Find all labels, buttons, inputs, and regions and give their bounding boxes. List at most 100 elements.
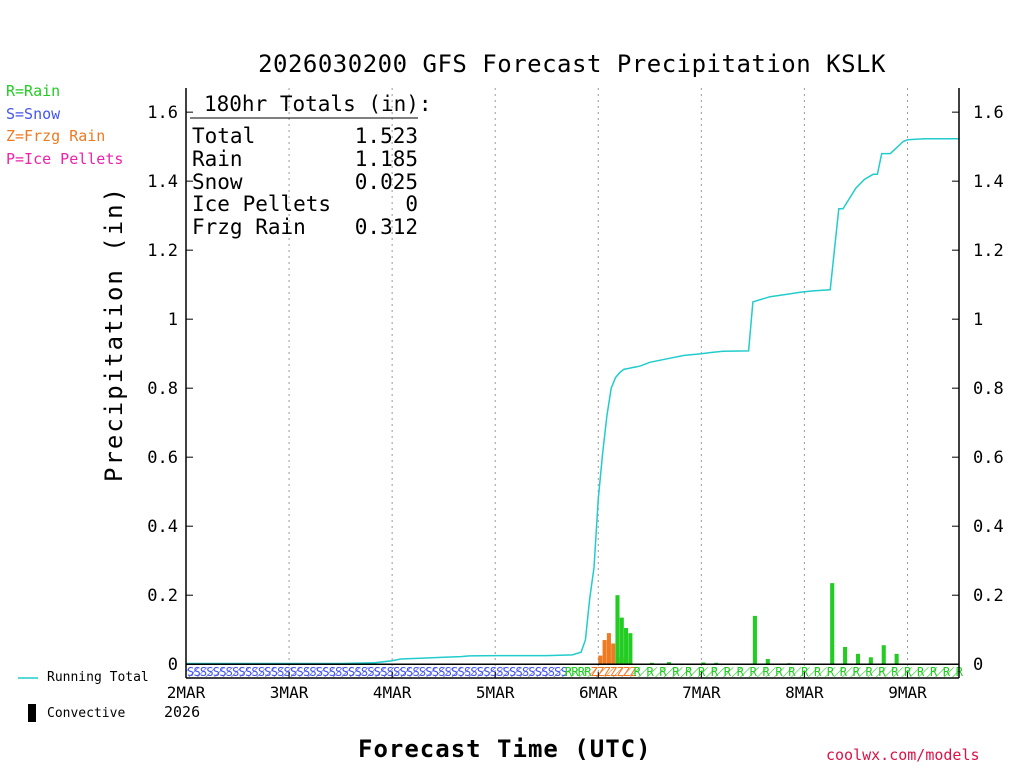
rain-bar-165 [894, 653, 899, 665]
ptype-letter-s: S [477, 665, 484, 679]
rain-bar-101 [619, 617, 624, 665]
totals-rain-value: 1.185 [354, 147, 418, 171]
legend-ice-pellets: P=Ice Pellets [6, 150, 124, 168]
totals-total-value: 1.523 [354, 124, 418, 148]
convective-legend-label: Convective [47, 706, 126, 721]
ptype-letter-s: S [438, 665, 445, 679]
ptype-letter-s: S [406, 665, 413, 679]
ptype-letter-r: R [904, 665, 912, 679]
ptype-letter-s: S [535, 665, 542, 679]
ptype-letter-z: Z [623, 665, 630, 679]
ptype-letter-r: R [698, 665, 706, 679]
rain-bar-150 [830, 583, 835, 665]
ptype-letter-r: R [814, 665, 822, 679]
ptype-letter-r: R [943, 665, 951, 679]
ptype-letter-s: S [193, 665, 200, 679]
y-tick-label-right: 0.2 [973, 586, 1004, 606]
legend-frzg-rain: Z=Frzg Rain [6, 127, 106, 145]
x-tick-label-7mar: 7MAR [682, 683, 721, 702]
rain-bar-132 [752, 615, 757, 665]
ptype-letter-s: S [309, 665, 316, 679]
ptype-letter-s: S [425, 665, 432, 679]
ptype-letter-r: R [578, 665, 586, 679]
ptype-letter-s: S [541, 665, 548, 679]
ptype-letter-s: S [393, 665, 400, 679]
ptype-letter-s: S [503, 665, 510, 679]
ptype-letter-z: Z [616, 665, 623, 679]
rain-bar-162 [881, 645, 886, 665]
frzg-rain-bar-96 [598, 655, 603, 665]
running-total-line [186, 137, 959, 665]
ptype-letter-r: R [634, 665, 642, 679]
ptype-letter-s: S [412, 665, 419, 679]
y-tick-label-right: 1.2 [973, 241, 1004, 261]
rain-bar-135 [765, 659, 770, 665]
ptype-letter-s: S [354, 665, 361, 679]
ptype-letter-s: S [554, 665, 561, 679]
ptype-letter-z: Z [591, 665, 598, 679]
ptype-letter-r: R [788, 665, 796, 679]
ptype-letter-s: S [528, 665, 535, 679]
ptype-letter-s: S [271, 665, 278, 679]
ptype-letter-s: S [335, 665, 342, 679]
ptype-letter-r: R [750, 665, 758, 679]
rain-bar-156 [855, 653, 861, 665]
ptype-letter-s: S [387, 665, 394, 679]
ptype-letter-s: S [290, 665, 297, 679]
rain-bar-102 [624, 627, 629, 665]
totals-total-label: Total [192, 124, 256, 148]
x-tick-label-3mar: 3MAR [270, 683, 309, 702]
chart-title: 2026030200 GFS Forecast Precipitation KS… [258, 50, 886, 78]
ptype-letter-s: S [245, 665, 252, 679]
ptype-letter-s: S [432, 665, 439, 679]
ptype-letter-r: R [866, 665, 874, 679]
ptype-letter-s: S [348, 665, 355, 679]
ptype-letter-s: S [361, 665, 368, 679]
y-tick-label-left: 1.6 [147, 103, 178, 123]
rain-bar-100 [615, 595, 620, 665]
x-tick-label-4mar: 4MAR [373, 683, 412, 702]
credit-link[interactable]: coolwx.com/models [826, 746, 980, 764]
frzg-rain-bar-97 [602, 640, 607, 665]
frzg-rain-bar-99 [611, 643, 616, 665]
rain-bar-120 [701, 662, 706, 665]
y-tick-label-right: 0.4 [973, 517, 1004, 537]
ptype-letter-r: R [775, 665, 783, 679]
totals-snow-label: Snow [192, 170, 243, 194]
ptype-letter-s: S [329, 665, 336, 679]
ptype-letter-s: S [509, 665, 516, 679]
frzg-rain-bar-98 [606, 633, 611, 665]
x-tick-label-8mar: 8MAR [785, 683, 824, 702]
ptype-letter-s: S [496, 665, 503, 679]
ptype-letter-r: R [840, 665, 848, 679]
rain-bar-103 [628, 633, 633, 665]
ptype-letter-r: R [571, 665, 579, 679]
ptype-letter-s: S [374, 665, 381, 679]
y-tick-label-left: 0.2 [147, 586, 178, 606]
ptype-letter-s: S [342, 665, 349, 679]
ptype-strip-r-1 [563, 667, 590, 677]
ptype-letter-s: S [470, 665, 477, 679]
x-tick-label-9mar: 9MAR [888, 683, 927, 702]
ptype-letter-s: S [322, 665, 329, 679]
ptype-strip-r-3 [632, 667, 959, 677]
y-tick-label-left: 0.8 [147, 379, 178, 399]
y-tick-label-right: 1.6 [973, 103, 1004, 123]
ptype-letter-s: S [367, 665, 374, 679]
ptype-letter-s: S [451, 665, 458, 679]
rain-bar-159 [868, 657, 873, 665]
legend-rain: R=Rain [6, 82, 61, 100]
x-axis-title: Forecast Time (UTC) [358, 735, 652, 763]
totals-ice-pellets-value: 0 [405, 192, 418, 216]
ptype-letter-r: R [917, 665, 925, 679]
ptype-letter-r: R [737, 665, 745, 679]
y-tick-label-right: 0.8 [973, 379, 1004, 399]
x-tick-label-6mar: 6MAR [579, 683, 618, 702]
ptype-letter-r: R [685, 665, 693, 679]
ptype-letter-r: R [801, 665, 809, 679]
ptype-letter-s: S [258, 665, 265, 679]
ptype-letter-s: S [548, 665, 555, 679]
ptype-letter-s: S [516, 665, 523, 679]
totals-frzg-rain-label: Frzg Rain [192, 215, 306, 239]
